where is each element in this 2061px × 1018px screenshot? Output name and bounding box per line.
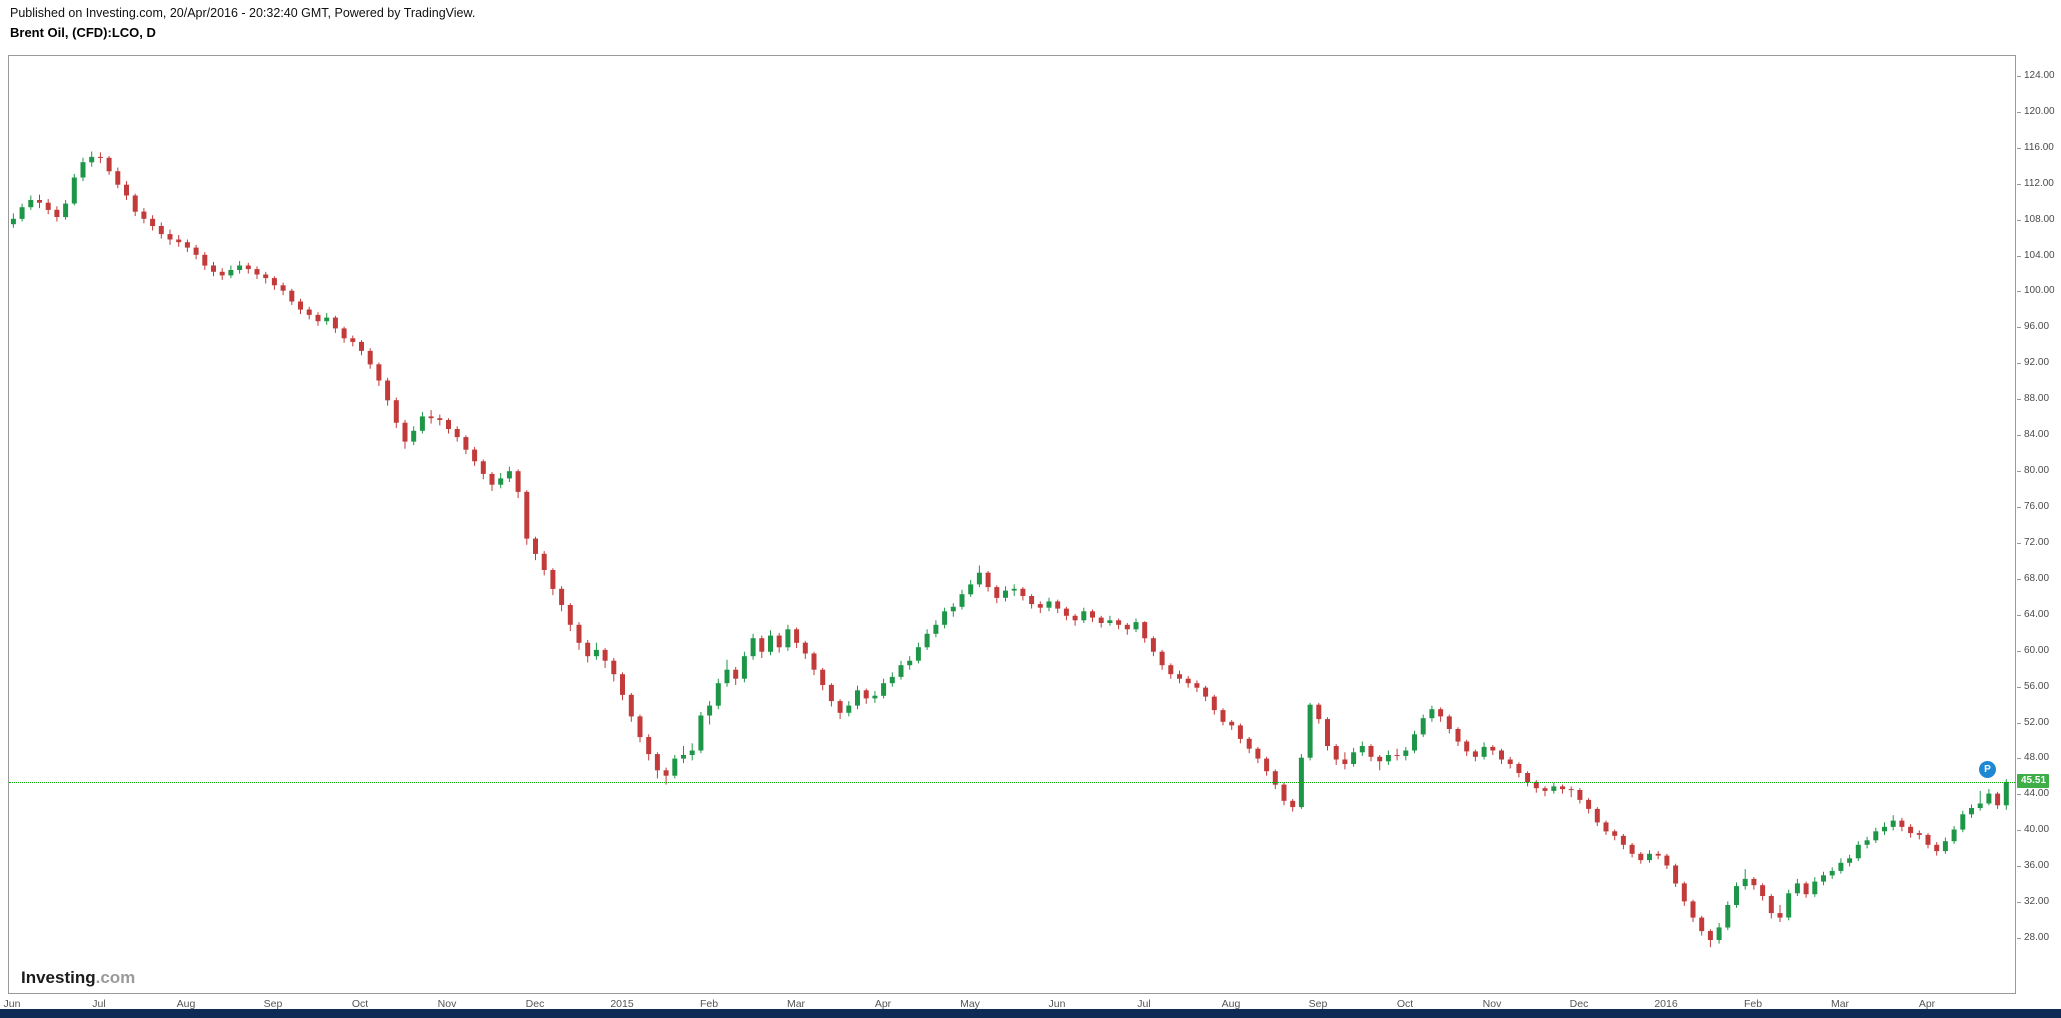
price-axis-label: 60.00	[2024, 645, 2050, 656]
time-axis-label: Feb	[699, 998, 719, 1010]
investing-logo: Investing.com	[21, 968, 135, 988]
price-axis-label: 36.00	[2024, 860, 2050, 871]
price-axis-tick	[2017, 435, 2021, 436]
time-axis-label: Dec	[1569, 998, 1589, 1010]
footer-bar	[0, 1009, 2061, 1018]
price-axis-label: 28.00	[2024, 932, 2050, 943]
price-axis-label: 40.00	[2024, 824, 2050, 835]
candlestick-series	[10, 151, 2009, 948]
time-axis-label: 2015	[610, 998, 634, 1010]
price-axis-label: 124.00	[2024, 70, 2055, 81]
time-axis-label: Dec	[525, 998, 545, 1010]
price-axis-tick	[2017, 148, 2021, 149]
price-axis-tick	[2017, 651, 2021, 652]
price-axis-tick	[2017, 76, 2021, 77]
time-axis-label: Jul	[1137, 998, 1151, 1010]
price-axis-tick	[2017, 399, 2021, 400]
price-axis[interactable]: 45.51 124.00 120.00 116.00 112.00 108.00 104.…	[2017, 55, 2061, 994]
price-axis-label: 100.00	[2024, 285, 2055, 296]
time-axis[interactable]: Jun Jul Aug Sep Oct Nov Dec 2015 Feb Mar Apr May Jun…	[4, 997, 2016, 1012]
time-axis-label: Sep	[1308, 998, 1328, 1010]
price-axis-label: 84.00	[2024, 429, 2050, 440]
price-axis-tick	[2017, 363, 2021, 364]
price-axis-tick	[2017, 723, 2021, 724]
time-axis-label: Nov	[437, 998, 457, 1010]
price-axis-label: 96.00	[2024, 321, 2050, 332]
time-axis-label: Aug	[1221, 998, 1241, 1010]
price-axis-tick	[2017, 902, 2021, 903]
price-axis-label: 48.00	[2024, 752, 2050, 763]
price-axis-tick	[2017, 938, 2021, 939]
investing-logo-brand: Investing	[21, 968, 96, 987]
price-axis-tick	[2017, 579, 2021, 580]
price-axis-label: 64.00	[2024, 609, 2050, 620]
time-axis-label: May	[960, 998, 980, 1010]
price-axis-label: 72.00	[2024, 537, 2050, 548]
price-axis-label: 92.00	[2024, 357, 2050, 368]
price-axis-tick	[2017, 256, 2021, 257]
price-axis-tick	[2017, 794, 2021, 795]
price-axis-tick	[2017, 758, 2021, 759]
time-axis-label: Oct	[1396, 998, 1414, 1010]
investing-logo-suffix: .com	[95, 968, 136, 987]
price-axis-tick	[2017, 687, 2021, 688]
price-axis-label: 88.00	[2024, 393, 2050, 404]
price-axis-tick	[2017, 543, 2021, 544]
time-axis-label: Jun	[1048, 998, 1066, 1010]
time-axis-label: Aug	[176, 998, 196, 1010]
time-axis-label: Nov	[1482, 998, 1502, 1010]
price-axis-tick	[2017, 327, 2021, 328]
price-axis-label: 44.00	[2024, 788, 2050, 799]
price-axis-label: 68.00	[2024, 573, 2050, 584]
time-axis-label: 2016	[1654, 998, 1678, 1010]
price-axis-tick	[2017, 471, 2021, 472]
price-axis-label: 108.00	[2024, 214, 2055, 225]
price-axis-tick	[2017, 615, 2021, 616]
price-axis-label: 80.00	[2024, 465, 2050, 476]
time-axis-label: Apr	[1918, 998, 1936, 1010]
price-axis-tick	[2017, 291, 2021, 292]
price-axis-tick	[2017, 507, 2021, 508]
price-axis-label: 56.00	[2024, 681, 2050, 692]
time-axis-label: Oct	[351, 998, 369, 1010]
price-axis-tick	[2017, 184, 2021, 185]
price-axis-label: 120.00	[2024, 106, 2055, 117]
publisher-marker-icon[interactable]: P	[1979, 761, 1996, 778]
time-axis-label: Apr	[874, 998, 892, 1010]
price-axis-tick	[2017, 112, 2021, 113]
time-axis-label: Feb	[1743, 998, 1763, 1010]
price-axis-label: 104.00	[2024, 250, 2055, 261]
price-axis-label: 116.00	[2024, 142, 2054, 153]
price-axis-label: 32.00	[2024, 896, 2050, 907]
price-axis-label: 112.00	[2024, 178, 2054, 189]
time-axis-label: Sep	[263, 998, 283, 1010]
price-axis-label: 52.00	[2024, 717, 2050, 728]
time-axis-label: Jul	[92, 998, 106, 1010]
published-line: Published on Investing.com, 20/Apr/2016 …	[10, 6, 476, 20]
last-price-tag: 45.51	[2017, 774, 2050, 788]
price-axis-tick	[2017, 220, 2021, 221]
plot-area[interactable]: P Investing.com	[8, 55, 2016, 994]
instrument-title: Brent Oil, (CFD):LCO, D	[10, 25, 156, 40]
price-axis-tick	[2017, 830, 2021, 831]
price-axis-tick	[2017, 866, 2021, 867]
price-axis-label: 76.00	[2024, 501, 2050, 512]
time-axis-label: Mar	[786, 998, 806, 1010]
time-axis-label: Jun	[3, 998, 21, 1010]
time-axis-label: Mar	[1830, 998, 1850, 1010]
